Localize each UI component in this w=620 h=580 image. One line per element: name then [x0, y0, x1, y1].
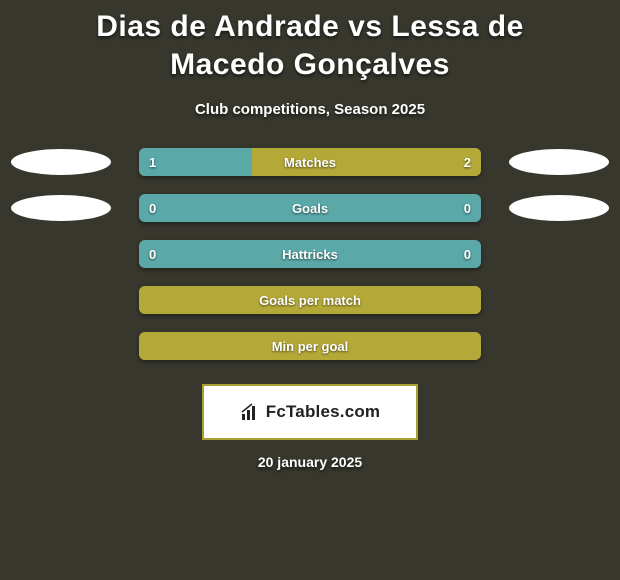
bar-chart-icon	[240, 402, 260, 422]
page-subtitle: Club competitions, Season 2025	[0, 101, 620, 118]
stat-row: Min per goal	[0, 332, 620, 360]
footer-date: 20 january 2025	[0, 454, 620, 470]
stat-label: Hattricks	[139, 240, 481, 268]
left-oval	[11, 149, 111, 175]
stat-row: Goals per match	[0, 286, 620, 314]
stat-row: 00Goals	[0, 194, 620, 222]
stat-bar: 12Matches	[139, 148, 481, 176]
stat-bar: 00Hattricks	[139, 240, 481, 268]
stat-label: Goals	[139, 194, 481, 222]
stat-bar: 00Goals	[139, 194, 481, 222]
stats-container: 12Matches 00Goals 00Hattricks Goals per mat…	[0, 148, 620, 360]
stat-label: Goals per match	[139, 286, 481, 314]
left-oval	[11, 195, 111, 221]
stat-bar: Min per goal	[139, 332, 481, 360]
logo-text: FcTables.com	[266, 402, 381, 422]
fctables-logo[interactable]: FcTables.com	[202, 384, 418, 440]
stat-row: 00Hattricks	[0, 240, 620, 268]
page-title: Dias de Andrade vs Lessa de Macedo Gonça…	[0, 0, 620, 83]
stat-label: Matches	[139, 148, 481, 176]
right-oval	[509, 195, 609, 221]
stat-row: 12Matches	[0, 148, 620, 176]
stat-label: Min per goal	[139, 332, 481, 360]
right-oval	[509, 149, 609, 175]
stat-bar: Goals per match	[139, 286, 481, 314]
